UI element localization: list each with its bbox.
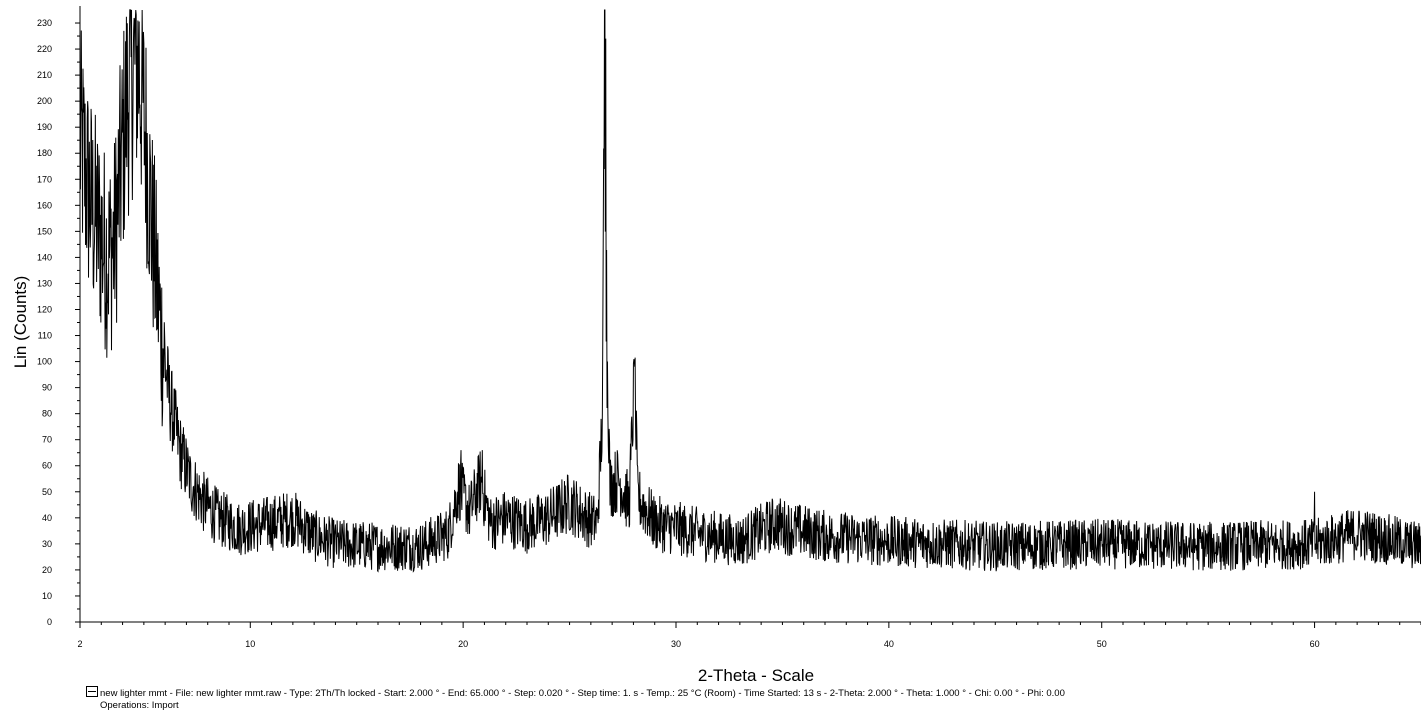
y-tick-label: 150 — [37, 226, 52, 236]
y-tick-label: 170 — [37, 174, 52, 184]
y-tick-label: 210 — [37, 70, 52, 80]
y-tick-label: 140 — [37, 252, 52, 262]
x-tick-label: 40 — [884, 639, 894, 649]
y-tick-label: 50 — [42, 487, 52, 497]
y-tick-label: 100 — [37, 357, 52, 367]
y-tick-label: 10 — [42, 591, 52, 601]
x-axis-title: 2-Theta - Scale — [698, 666, 814, 685]
y-tick-label: 20 — [42, 565, 52, 575]
y-tick-label: 160 — [37, 200, 52, 210]
x-axis: 2 10 20 30 40 50 60 — [77, 621, 1421, 649]
y-tick-label: 0 — [47, 617, 52, 627]
x-tick-label: 2 — [77, 639, 82, 649]
x-tick-label: 20 — [458, 639, 468, 649]
series-line — [79, 9, 1421, 573]
operations-label: Operations: Import — [100, 700, 179, 711]
legend-label: new lighter mmt - File: new lighter mmt.… — [100, 688, 1065, 699]
y-tick-label: 130 — [37, 278, 52, 288]
series-group — [79, 9, 1421, 573]
y-tick-label: 60 — [42, 461, 52, 471]
y-axis: 0 10 20 30 40 50 60 70 80 90 100 110 120 130 140 150 160… — [37, 6, 81, 627]
x-tick-label: 30 — [671, 639, 681, 649]
y-tick-label: 80 — [42, 409, 52, 419]
y-axis-title: Lin (Counts) — [11, 276, 30, 369]
x-tick-label: 50 — [1097, 639, 1107, 649]
legend-line-icon — [86, 686, 98, 697]
y-tick-label: 120 — [37, 304, 52, 314]
y-tick-label: 200 — [37, 96, 52, 106]
y-tick-label: 90 — [42, 383, 52, 393]
y-tick-label: 110 — [38, 331, 52, 341]
y-tick-label: 70 — [42, 435, 52, 445]
y-tick-label: 190 — [37, 122, 52, 132]
y-tick-label: 180 — [37, 148, 52, 158]
y-tick-label: 220 — [37, 44, 52, 54]
x-tick-label: 10 — [245, 639, 255, 649]
y-tick-label: 30 — [42, 539, 52, 549]
y-tick-label: 40 — [42, 513, 52, 523]
scan-caption: new lighter mmt - File: new lighter mmt.… — [86, 686, 1416, 712]
x-tick-label: 60 — [1310, 639, 1320, 649]
y-tick-label: 230 — [37, 18, 52, 28]
